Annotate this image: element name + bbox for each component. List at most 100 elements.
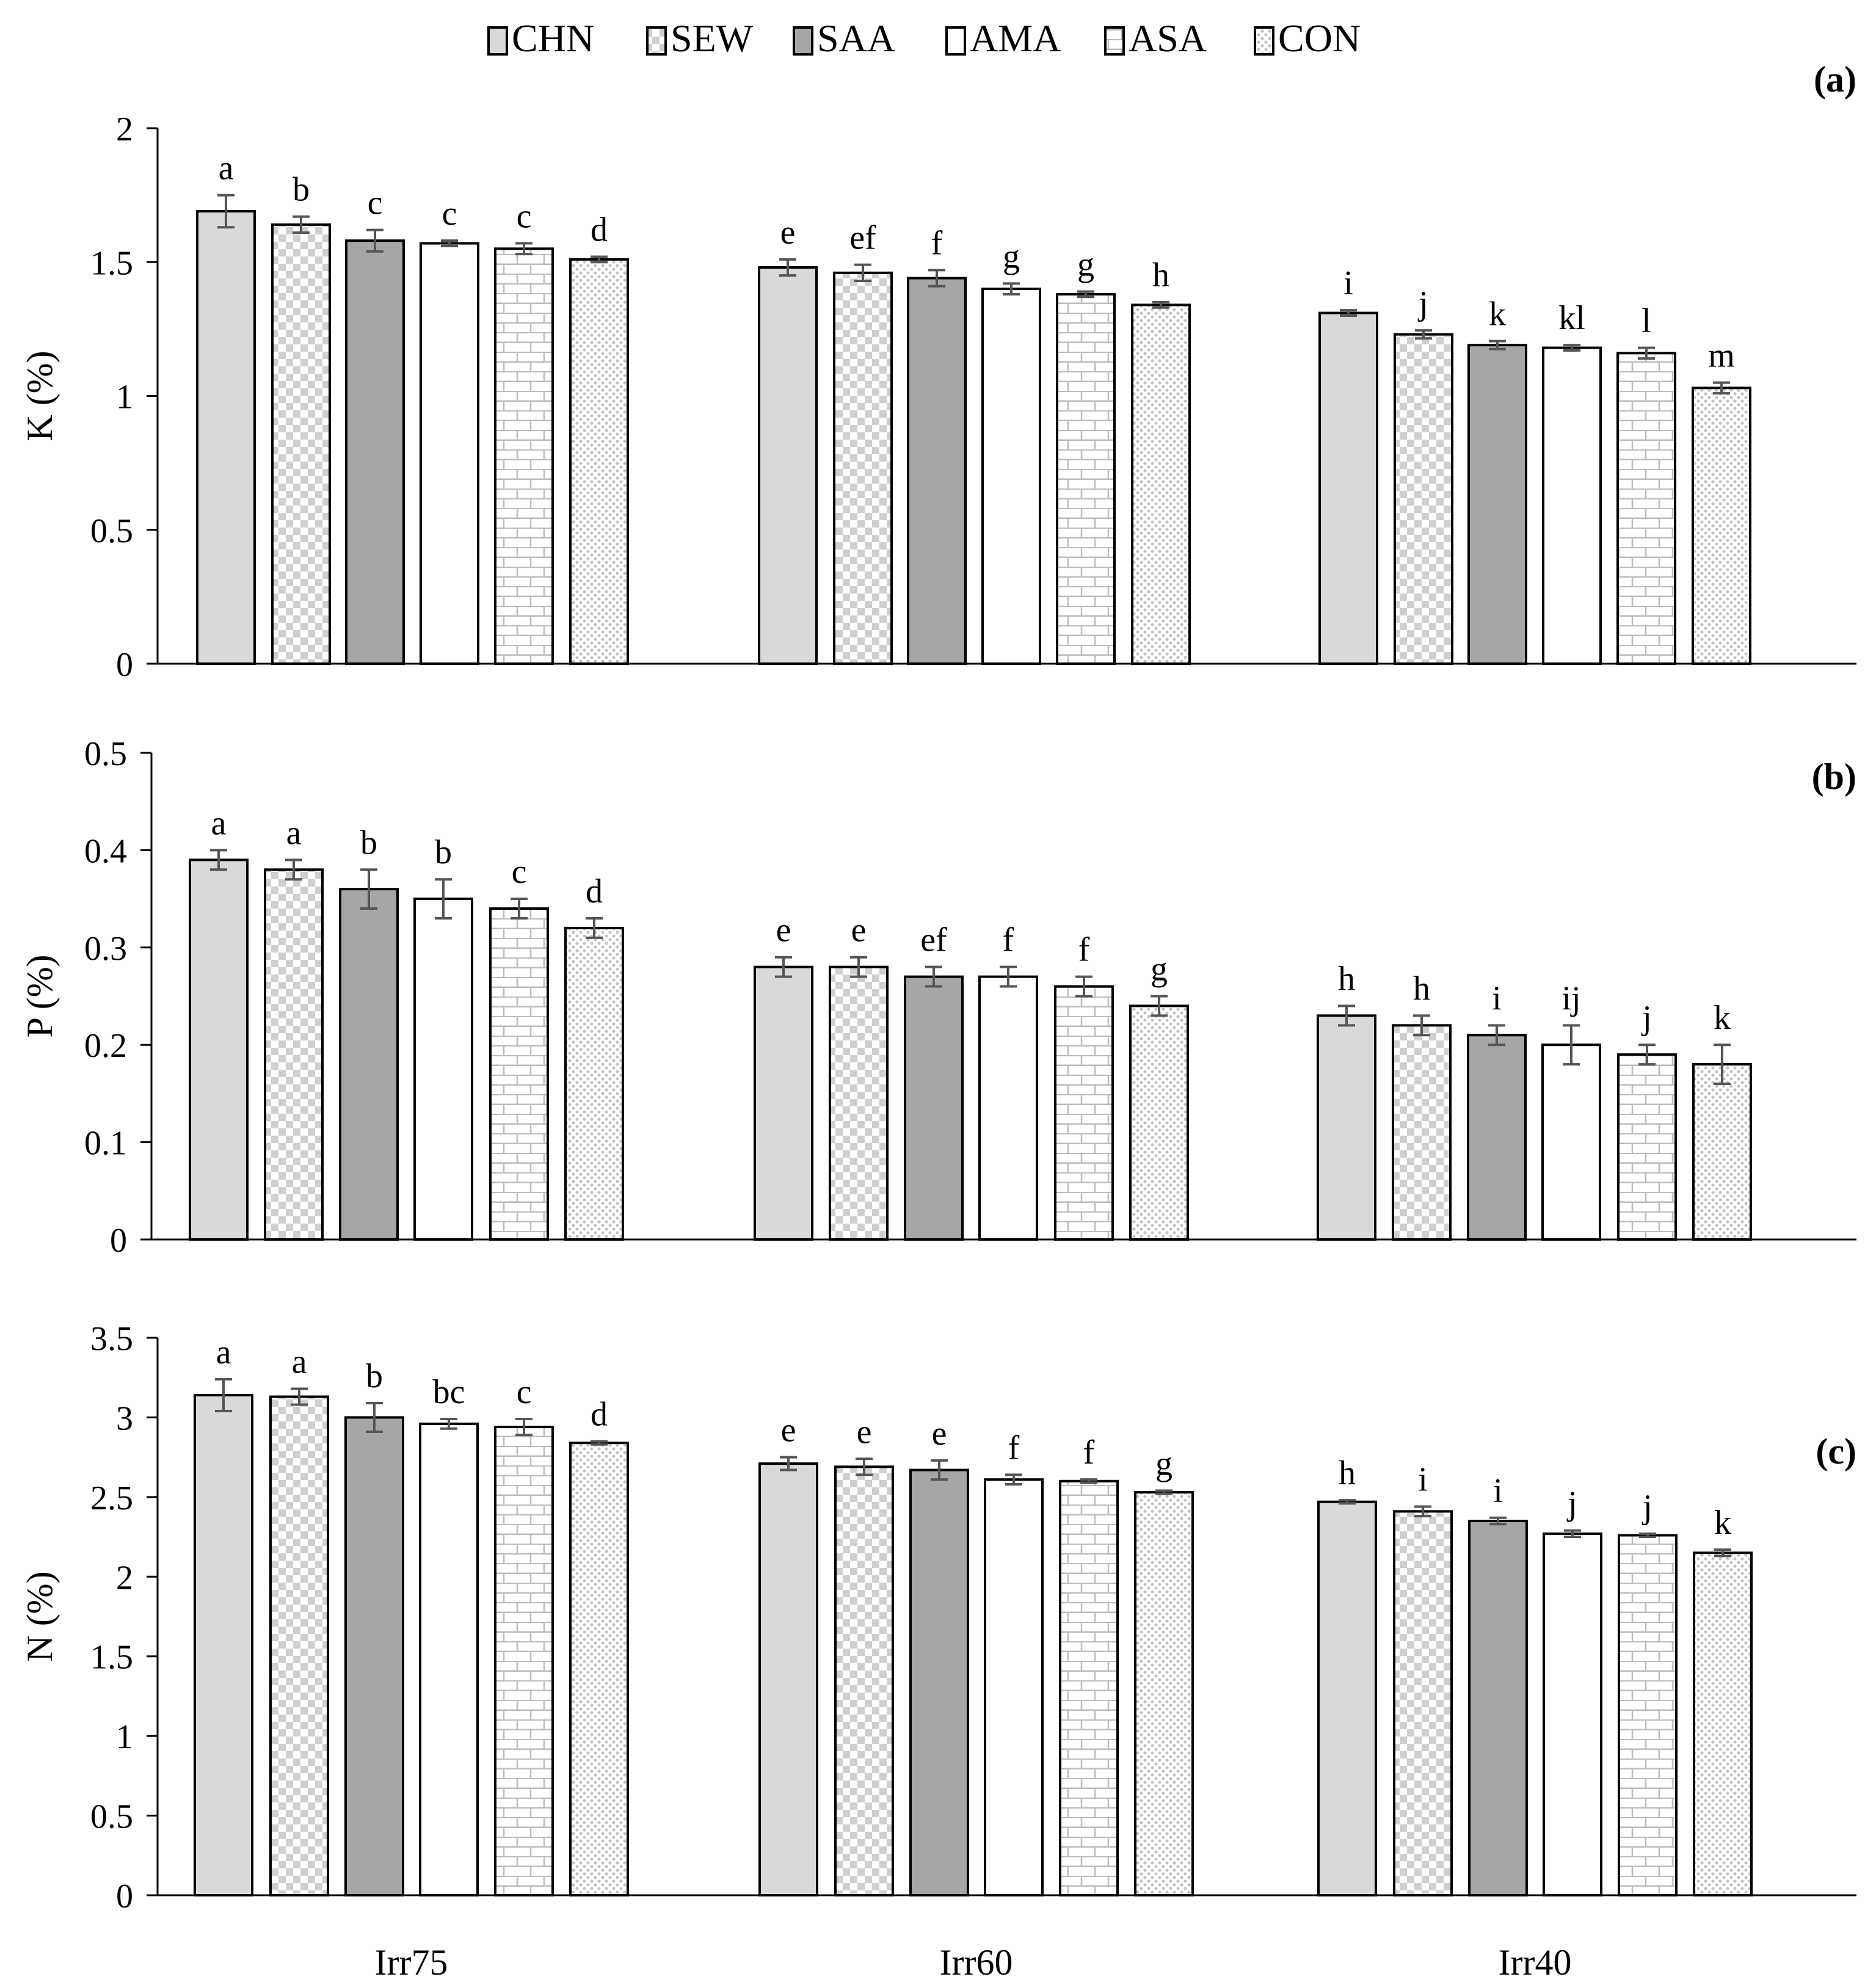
y-tick-label: 0.3 [84,930,127,968]
bar-saa [345,239,405,666]
panel-label-1: (b) [1812,757,1856,797]
significance-letter: e [932,1415,947,1453]
y-tick-label: 2 [116,111,133,148]
bar-con [569,1442,629,1897]
bar-sew [1394,333,1453,665]
legend-swatch-saa [793,26,813,56]
bar-saa [1467,1034,1527,1241]
significance-letter: e [857,1413,872,1451]
significance-letter: ef [920,921,947,959]
category-label-irr40: Irr40 [1499,1942,1572,1983]
bar-chn [1318,311,1378,665]
y-axis-label-0: K (%) [20,350,60,441]
significance-letter: c [442,195,457,233]
significance-letter: a [219,150,234,187]
bar-asa [1618,1534,1678,1897]
bar-con [1131,303,1191,666]
bar-saa [904,975,964,1241]
significance-letter: f [1003,921,1014,959]
significance-letter: b [360,824,377,862]
significance-letter: f [931,224,943,262]
significance-letter: m [1708,337,1735,375]
bar-con [1129,1004,1189,1241]
significance-letter: i [1493,1472,1503,1510]
significance-letter: h [1339,1454,1356,1492]
bar-asa [1056,292,1116,665]
bar-saa [909,1468,969,1897]
bar-chn [189,858,249,1241]
y-tick-label: 0 [116,646,133,684]
bar-ama [1541,1043,1601,1241]
bar-sew [1393,1510,1453,1896]
significance-letter: bc [433,1373,465,1411]
y-tick-label: 0.4 [84,832,127,870]
bar-con [569,258,629,665]
bar-chn [758,266,818,665]
y-axis-label-1: P (%) [20,954,60,1037]
panel-2: 0 0.5 1 1.5 2 2.5 3 3.5 N (%) (c) a e h a e i b e i bc f j c f j… [20,1320,1856,1983]
significance-letter: g [1003,238,1020,275]
significance-letter: f [1008,1429,1020,1467]
legend-label-chn: CHN [512,16,594,60]
bar-sew [829,965,889,1241]
significance-letter: e [776,912,791,949]
significance-letter: kl [1558,299,1585,337]
significance-letter: g [1077,245,1094,283]
legend: CHN SEW SAA AMA ASA CON [487,16,1361,60]
panel-1: 0 0.1 0.2 0.3 0.4 0.5 P (%) (b) a e h a e h b ef i b f ij c f… [20,735,1856,1260]
y-tick-label: 3 [116,1399,133,1437]
bar-saa [344,1416,404,1896]
legend-swatch-chn [487,26,508,56]
bar-asa [489,907,549,1241]
bar-saa [1467,344,1527,665]
significance-letter: ij [1562,979,1580,1017]
legend-swatch-asa [1104,26,1125,56]
y-tick-label: 1 [116,379,133,416]
significance-letter: b [435,833,452,871]
y-tick-label: 1.5 [90,244,133,282]
significance-letter: j [1641,999,1652,1037]
significance-letter: c [512,853,527,891]
significance-letter: h [1152,256,1169,294]
bar-con [1693,1551,1753,1897]
panel-0: 0 0.5 1 1.5 2 K (%) (a) a e i b ef j c f k c g kl c g l d h m [20,59,1856,684]
significance-letter: j [1642,1488,1652,1526]
bar-saa [339,888,399,1241]
bar-ama [984,1478,1044,1896]
y-tick-label: 2 [116,1559,133,1597]
bar-ama [1542,346,1602,665]
significance-letter: k [1489,296,1506,333]
legend-swatch-con [1254,26,1274,56]
bar-con [1692,386,1751,665]
significance-letter: a [286,814,302,852]
significance-letter: a [216,1334,231,1371]
bar-saa [1468,1519,1528,1896]
panel-label-0: (a) [1814,59,1856,100]
bar-sew [1392,1024,1452,1241]
significance-letter: i [1343,264,1353,302]
significance-letter: c [517,1373,532,1411]
bar-asa [1617,1053,1677,1241]
significance-letter: d [591,1396,608,1434]
legend-label-con: CON [1278,16,1361,60]
y-axis-label-2: N (%) [20,1571,60,1661]
y-tick-label: 0.2 [84,1027,127,1065]
y-tick-label: 2.5 [90,1479,133,1517]
bar-chn [196,209,256,665]
significance-letter: k [1714,999,1731,1037]
bar-ama [419,1422,479,1896]
bar-asa [1616,352,1676,666]
bar-con [564,926,624,1241]
y-tick-label: 3.5 [90,1320,133,1358]
bar-chn [1317,1500,1377,1896]
significance-letter: i [1418,1461,1428,1499]
significance-letter: k [1714,1504,1731,1542]
legend-swatch-sew [646,26,667,56]
bar-chn [754,965,813,1241]
y-tick-label: 0 [116,1878,133,1915]
significance-letter: h [1413,970,1430,1007]
bar-ama [420,242,479,665]
significance-letter: c [368,184,383,222]
category-label-irr75: Irr75 [375,1942,448,1983]
